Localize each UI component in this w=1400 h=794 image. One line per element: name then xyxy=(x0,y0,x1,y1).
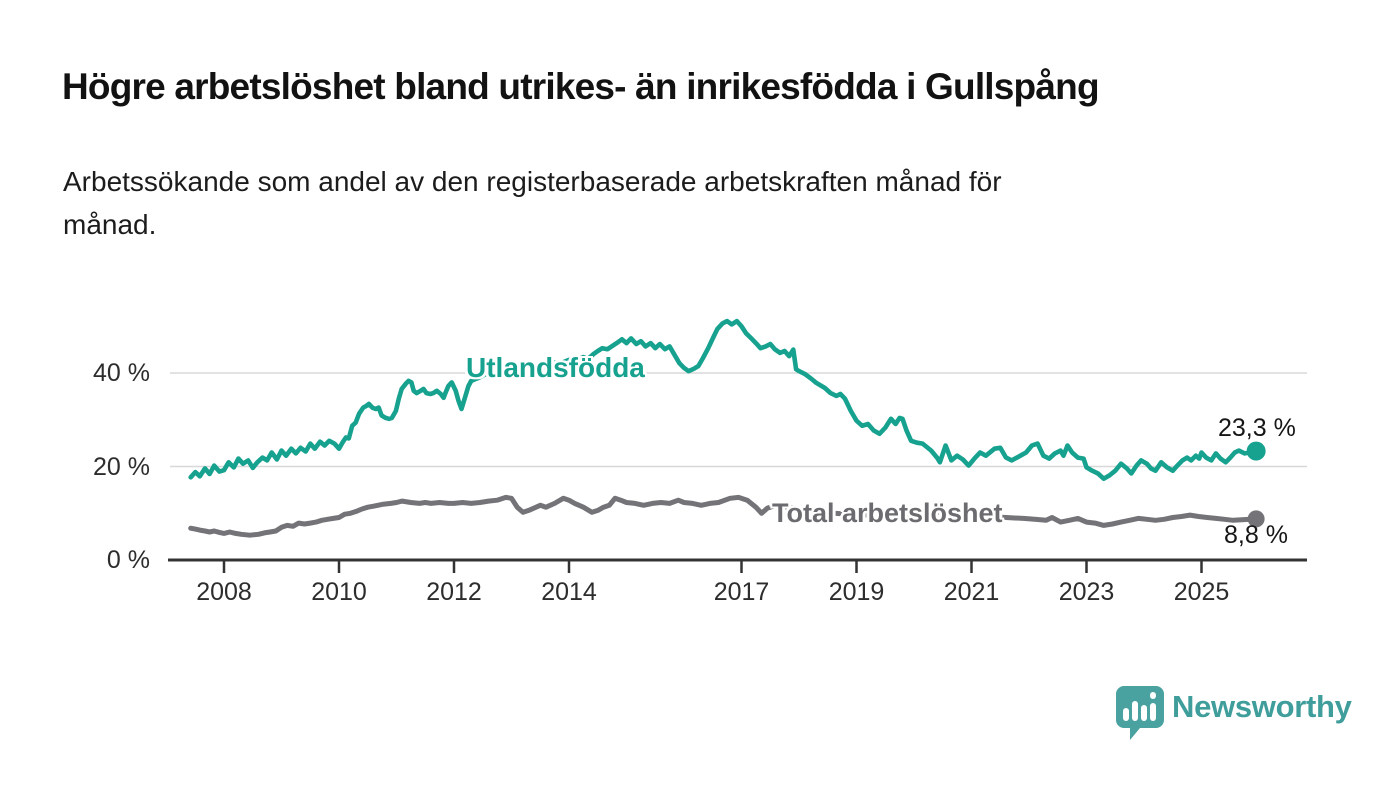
value-label-total: 8,8 % xyxy=(1224,521,1288,549)
x-tick-label: 2012 xyxy=(426,578,482,606)
x-tick-label: 2025 xyxy=(1173,578,1230,606)
value-label-utlandsfodda: 23,3 % xyxy=(1218,414,1296,442)
chart-title: Högre arbetslöshet bland utrikes- än inr… xyxy=(62,66,1100,107)
total-series-line xyxy=(188,494,1259,538)
newsworthy-logo-text: Newsworthy xyxy=(1172,689,1352,724)
series-label-utlandsfodda: Utlandsfödda xyxy=(466,352,645,383)
x-tick-label: 2017 xyxy=(713,578,770,606)
x-tick-label: 2023 xyxy=(1058,578,1115,606)
utlandsfodda-series-line xyxy=(188,318,1259,482)
bar-1 xyxy=(1123,708,1129,721)
speech-bubble-bar-chart-icon xyxy=(1116,686,1164,740)
total-end-dot xyxy=(1247,510,1265,528)
series-label-total: Total arbetslöshet xyxy=(772,498,1003,528)
chart-subtitle-line-1: Arbetssökande som andel av den registerb… xyxy=(63,166,1002,197)
newsworthy-logo: Newsworthy xyxy=(1114,684,1352,744)
bar-3 xyxy=(1141,705,1147,721)
x-tick-label: 2008 xyxy=(196,578,252,606)
chart-subtitle: Arbetssökande som andel av den registerb… xyxy=(63,160,1323,246)
exclamation-bar xyxy=(1150,703,1156,721)
exclamation-dot xyxy=(1150,692,1156,699)
x-tick-label: 2021 xyxy=(943,578,1000,606)
x-tick-label: 2010 xyxy=(311,578,367,606)
x-tick-label: 2019 xyxy=(828,578,885,606)
y-tick-label: 0 % xyxy=(106,546,150,574)
y-tick-label: 20 % xyxy=(93,452,150,481)
speech-bubble-shape xyxy=(1116,686,1164,740)
x-tick-label: 2014 xyxy=(541,578,597,606)
bar-2 xyxy=(1132,701,1138,721)
chart-subtitle-line-2: månad. xyxy=(63,209,157,240)
utlandsfodda-end-dot xyxy=(1246,441,1266,461)
y-tick-label: 40 % xyxy=(93,359,150,387)
